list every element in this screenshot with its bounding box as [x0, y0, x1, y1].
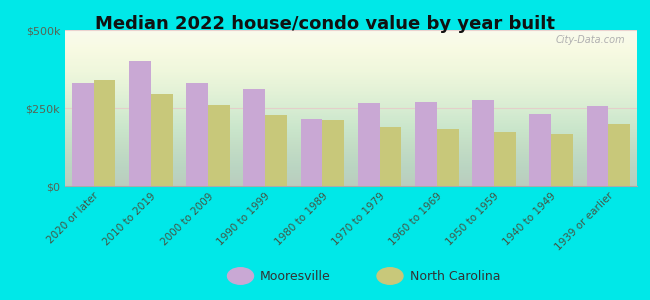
Bar [551, 134, 573, 186]
Bar [358, 103, 380, 186]
Bar [415, 102, 437, 186]
Text: Mooresville: Mooresville [260, 269, 331, 283]
Bar [208, 105, 229, 186]
Bar [494, 132, 515, 186]
Bar [129, 61, 151, 186]
Bar [380, 127, 401, 186]
Bar [301, 119, 322, 186]
Bar [244, 89, 265, 186]
Text: City-Data.com: City-Data.com [556, 35, 625, 45]
Bar [72, 83, 94, 186]
Text: North Carolina: North Carolina [410, 269, 500, 283]
Text: Median 2022 house/condo value by year built: Median 2022 house/condo value by year bu… [95, 15, 555, 33]
Bar [473, 100, 494, 186]
Bar [151, 94, 172, 186]
Bar [322, 119, 344, 186]
Bar [437, 129, 458, 186]
Bar [530, 114, 551, 186]
Bar [587, 106, 608, 186]
Bar [608, 124, 630, 186]
Bar [94, 80, 115, 186]
Bar [187, 83, 208, 186]
Bar [265, 115, 287, 186]
